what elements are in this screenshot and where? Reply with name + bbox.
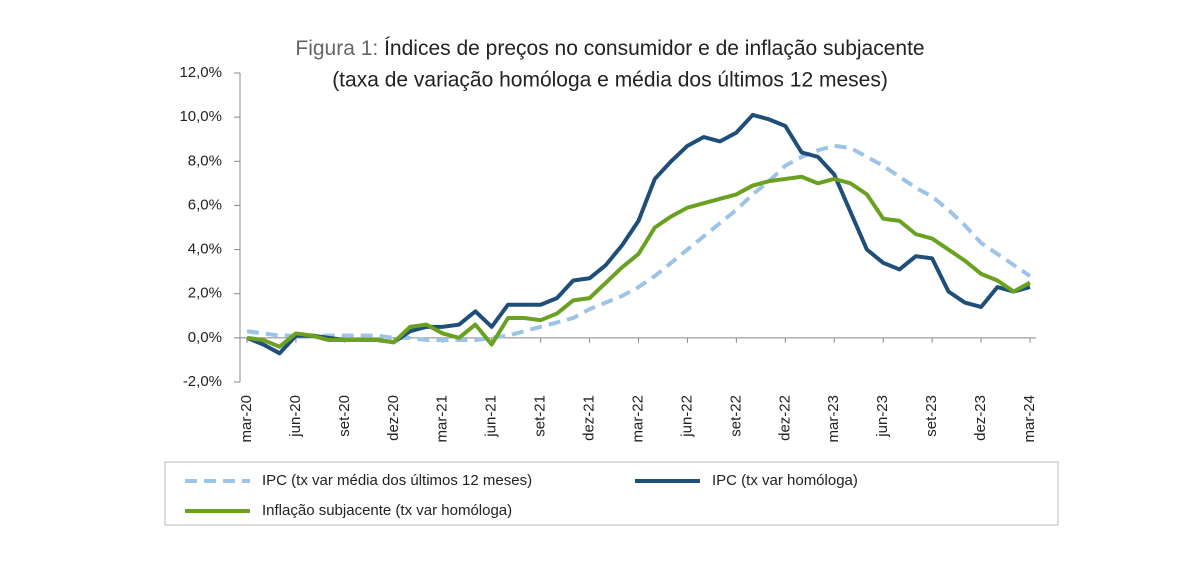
y-tick-label: 6,0% [188, 196, 222, 213]
series-line [246, 143, 1032, 343]
x-tick-label: mar-22 [629, 395, 646, 443]
x-tick-label: mar-21 [434, 395, 451, 443]
chart-subtitle: (taxa de variação homóloga e média dos ú… [332, 69, 888, 92]
title-text: Índices de preços no consumidor e de inf… [384, 37, 925, 60]
x-tick-label: mar-24 [1021, 395, 1038, 443]
x-tick-label: dez-20 [385, 395, 402, 441]
title-label: Figura 1: [295, 37, 378, 60]
x-tick-label: jun-23 [874, 395, 891, 438]
series-line [246, 112, 1031, 356]
legend-label: Inflação subjacente (tx var homóloga) [262, 502, 512, 519]
x-tick-label: dez-21 [581, 395, 598, 441]
x-tick-label: jun-22 [678, 395, 695, 438]
x-tick-label: jun-20 [287, 395, 304, 438]
x-tick-label: set-20 [336, 395, 353, 437]
legend-label: IPC (tx var homóloga) [712, 472, 858, 489]
series-line [246, 174, 1031, 349]
x-tick-label: mar-23 [825, 395, 842, 443]
y-tick-label: 2,0% [188, 285, 222, 302]
y-tick-label: 8,0% [188, 152, 222, 169]
x-tick-label: mar-20 [238, 395, 255, 443]
chart-title: Figura 1: Índices de preços no consumido… [295, 37, 924, 60]
legend-label: IPC (tx var média dos últimos 12 meses) [262, 472, 532, 489]
y-tick-label: -2,0% [183, 373, 222, 390]
x-tick-label: dez-22 [776, 395, 793, 441]
x-tick-label: set-23 [923, 395, 940, 437]
x-tick-label: set-21 [532, 395, 549, 437]
y-tick-label: 4,0% [188, 241, 222, 258]
y-tick-label: 12,0% [179, 64, 222, 81]
x-tick-label: jun-21 [483, 395, 500, 438]
y-tick-label: 10,0% [179, 108, 222, 125]
legend-box [164, 461, 1059, 526]
y-tick-label: 0,0% [188, 329, 222, 346]
x-tick-label: dez-23 [972, 395, 989, 441]
x-tick-label: set-22 [727, 395, 744, 437]
